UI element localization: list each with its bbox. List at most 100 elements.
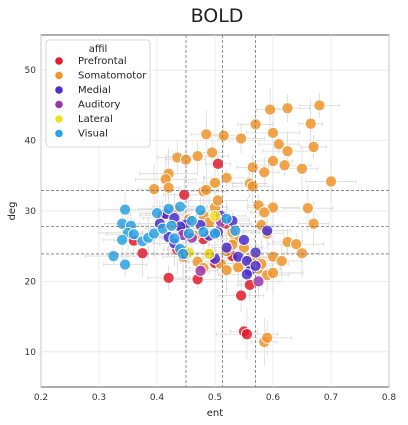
data-point-somatomotor [301, 202, 314, 215]
data-point-somatomotor [324, 175, 338, 188]
data-point-visual [182, 227, 195, 240]
data-point-somatomotor [313, 99, 326, 112]
data-point-visual [197, 226, 210, 239]
legend-marker-medial [54, 85, 64, 95]
data-point-somatomotor [261, 331, 274, 344]
data-point-visual [127, 228, 140, 241]
data-point-somatomotor [304, 117, 317, 130]
data-point-visual [194, 204, 207, 217]
data-point-somatomotor [307, 217, 320, 230]
legend-marker-somatomotor [54, 70, 64, 81]
data-point-somatomotor [258, 166, 271, 179]
data-point-somatomotor [200, 128, 213, 141]
data-point-visual [162, 202, 175, 215]
data-point-visual [119, 258, 132, 271]
reference-lines-layer [41, 35, 389, 387]
legend-label: Visual [78, 129, 108, 140]
data-point-medial [240, 268, 253, 281]
data-point-visual [168, 232, 181, 245]
data-point-somatomotor [235, 132, 248, 145]
data-point-visual [107, 250, 120, 263]
data-point-somatomotor [162, 181, 175, 194]
data-point-somatomotor [281, 145, 294, 158]
data-point-prefrontal [240, 328, 253, 341]
x-tick-label: 0.3 [92, 393, 106, 403]
data-point-visual [116, 233, 129, 246]
data-point-somatomotor [258, 206, 271, 219]
data-point-prefrontal [136, 247, 149, 260]
data-point-visual [119, 203, 132, 216]
data-point-lateral [208, 209, 222, 222]
y-tick-label: 30 [25, 207, 37, 217]
x-ticks: 0.2 0.3 0.4 0.5 0.6 0.7 0.8 [34, 393, 397, 403]
data-point-somatomotor [266, 126, 280, 139]
data-point-prefrontal [211, 157, 224, 170]
y-tick-label: 50 [25, 66, 37, 76]
legend-label: Prefrontal [78, 56, 127, 67]
x-tick-label: 0.6 [266, 393, 281, 403]
x-tick-label: 0.4 [150, 393, 165, 403]
y-axis-label: deg [7, 202, 18, 221]
data-point-medial [261, 224, 274, 237]
data-point-somatomotor [220, 171, 233, 184]
data-point-somatomotor [191, 150, 204, 163]
data-point-medial [220, 241, 233, 254]
data-point-somatomotor [266, 154, 280, 168]
data-point-somatomotor [200, 183, 213, 196]
data-point-somatomotor [220, 264, 233, 277]
chart-title: BOLD [191, 5, 244, 27]
x-tick-label: 0.8 [382, 393, 397, 403]
legend-marker-auditory [54, 99, 64, 110]
data-point-somatomotor [295, 162, 309, 175]
data-point-prefrontal [162, 271, 175, 284]
data-point-somatomotor [275, 254, 288, 268]
legend-marker-visual [54, 128, 64, 139]
data-point-visual [229, 224, 242, 237]
legend-marker-lateral [54, 114, 64, 124]
legend-label: Somatomotor [78, 71, 147, 82]
legend-label: Medial [78, 85, 111, 96]
y-tick-label: 10 [25, 348, 37, 358]
legend-marker-prefrontal [54, 56, 64, 66]
y-ticks: 10 20 30 40 50 [25, 66, 37, 358]
x-tick-label: 0.7 [324, 393, 338, 403]
legend: affil Prefrontal Somatomotor Medial Auditor… [45, 39, 151, 148]
legend-items: Prefrontal Somatomotor Medial Auditory Later… [54, 56, 147, 140]
data-point-prefrontal [235, 289, 248, 302]
data-point-somatomotor [272, 138, 285, 151]
data-point-auditory [252, 275, 265, 288]
data-point-medial [237, 233, 251, 246]
data-point-somatomotor [246, 180, 259, 193]
x-tick-label: 0.2 [34, 393, 48, 403]
x-tick-label: 0.5 [208, 393, 222, 403]
data-point-somatomotor [295, 247, 309, 260]
data-point-somatomotor [266, 266, 280, 280]
data-point-somatomotor [208, 176, 222, 189]
data-point-somatomotor [278, 159, 291, 172]
data-point-somatomotor [148, 183, 161, 196]
data-point-prefrontal [178, 188, 191, 201]
legend-label: Auditory [78, 100, 120, 111]
data-point-visual [208, 227, 222, 240]
data-point-visual [220, 212, 233, 225]
legend-label: Lateral [78, 114, 113, 125]
y-tick-label: 20 [25, 277, 37, 287]
data-point-somatomotor [264, 103, 277, 116]
legend-box [45, 39, 151, 148]
data-point-visual [165, 219, 178, 232]
data-point-somatomotor [246, 161, 259, 174]
y-tick-label: 40 [25, 137, 37, 147]
x-axis-label: ent [207, 408, 223, 419]
data-point-auditory [194, 264, 207, 277]
data-point-somatomotor [211, 194, 224, 207]
data-point-somatomotor [290, 238, 303, 251]
legend-title: affil [89, 44, 108, 55]
data-point-somatomotor [281, 102, 294, 115]
data-point-visual [174, 200, 187, 213]
data-point-visual [150, 207, 164, 220]
data-point-somatomotor [206, 146, 219, 159]
data-point-somatomotor [217, 129, 230, 142]
data-point-visual [185, 214, 198, 227]
data-point-somatomotor [307, 140, 320, 153]
